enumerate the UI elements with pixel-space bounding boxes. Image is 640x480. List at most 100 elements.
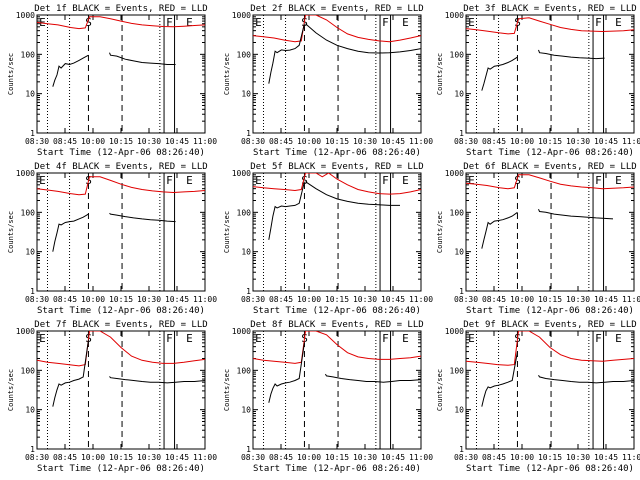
event-letter: E xyxy=(468,332,475,345)
x-axis-label: Start Time (12-Apr-06 08:26:40) xyxy=(253,306,421,316)
x-tick-label: 10:30 xyxy=(566,453,590,462)
events-series-line xyxy=(481,351,518,407)
events-series-line xyxy=(305,181,400,206)
x-tick-label: 10:45 xyxy=(594,453,618,462)
event-letter: E xyxy=(402,16,409,29)
y-axis-label: Counts/sec xyxy=(7,369,15,411)
y-tick-label: 100 xyxy=(450,50,465,59)
y-tick-label: 10 xyxy=(454,90,464,99)
y-tick-label: 1 xyxy=(246,287,251,296)
y-tick-label: 1 xyxy=(246,129,251,138)
plot-frame xyxy=(465,14,635,134)
event-letter: E xyxy=(468,174,475,187)
event-letter: S xyxy=(514,174,521,187)
y-tick-label: 1 xyxy=(30,445,35,454)
events-series-line xyxy=(52,339,89,407)
x-tick-label: 10:15 xyxy=(109,453,133,462)
lld-series-line xyxy=(37,331,205,367)
plot-frame xyxy=(465,330,635,450)
detector-panel: Det 6f BLACK = Events, RED = LLD 1 10 100 10… xyxy=(436,162,640,316)
x-axis-label: Start Time (12-Apr-06 08:26:40) xyxy=(253,148,421,158)
x-tick-label: 10:45 xyxy=(165,137,189,146)
x-axis-label: Start Time (12-Apr-06 08:26:40) xyxy=(37,148,205,158)
plot-title: Det 6f BLACK = Events, RED = LLD xyxy=(463,162,636,172)
x-tick-label: 08:45 xyxy=(482,453,506,462)
y-axis-label: Counts/sec xyxy=(436,211,444,253)
event-letter: F xyxy=(595,16,602,29)
events-series-line xyxy=(109,376,205,384)
x-tick-label: 10:45 xyxy=(381,453,405,462)
x-tick-label: 10:00 xyxy=(297,295,321,304)
events-series-line xyxy=(305,23,421,54)
events-series-line xyxy=(324,373,421,383)
x-tick-label: 10:30 xyxy=(137,295,161,304)
event-letter: E xyxy=(39,332,46,345)
event-letter: E xyxy=(186,16,193,29)
y-tick-label: 10 xyxy=(25,248,35,257)
x-tick-label: 10:15 xyxy=(325,137,349,146)
x-tick-label: 08:30 xyxy=(25,137,49,146)
event-letter: F xyxy=(595,174,602,187)
events-series-line xyxy=(109,212,176,223)
plot-title: Det 7f BLACK = Events, RED = LLD xyxy=(34,320,207,330)
y-tick-label: 100 xyxy=(21,366,36,375)
y-tick-label: 10 xyxy=(25,406,35,415)
y-tick-label: 1000 xyxy=(232,11,251,20)
y-tick-label: 100 xyxy=(21,208,36,217)
x-tick-label: 11:00 xyxy=(409,453,433,462)
x-tick-label: 10:15 xyxy=(109,137,133,146)
lld-series-line xyxy=(466,174,634,190)
y-tick-label: 1000 xyxy=(445,11,464,20)
y-tick-label: 10 xyxy=(241,248,251,257)
x-tick-label: 08:45 xyxy=(482,295,506,304)
x-tick-label: 10:45 xyxy=(165,453,189,462)
event-letter: E xyxy=(39,16,46,29)
event-letter: E xyxy=(402,174,409,187)
event-letter: F xyxy=(166,174,173,187)
x-tick-label: 10:30 xyxy=(353,453,377,462)
events-series-line xyxy=(481,211,518,249)
events-series-line xyxy=(52,213,89,252)
x-tick-label: 08:45 xyxy=(53,295,77,304)
x-tick-label: 10:00 xyxy=(510,295,534,304)
plot-title: Det 4f BLACK = Events, RED = LLD xyxy=(34,162,207,172)
x-tick-label: 08:30 xyxy=(454,295,478,304)
x-tick-label: 10:00 xyxy=(81,137,105,146)
plot-title: Det 9f BLACK = Events, RED = LLD xyxy=(463,320,636,330)
x-tick-label: 08:30 xyxy=(241,295,265,304)
x-tick-label: 10:15 xyxy=(325,453,349,462)
y-tick-label: 1000 xyxy=(16,11,35,20)
event-letter: S xyxy=(301,174,308,187)
event-letter: F xyxy=(166,332,173,345)
detector-panel: Det 1f BLACK = Events, RED = LLD 1 10 100 10… xyxy=(7,4,217,158)
detector-panel: Det 4f BLACK = Events, RED = LLD 1 10 100 10… xyxy=(7,162,217,316)
y-tick-label: 100 xyxy=(237,50,252,59)
y-tick-label: 10 xyxy=(25,90,35,99)
y-tick-label: 100 xyxy=(450,208,465,217)
x-tick-label: 10:15 xyxy=(109,295,133,304)
plot-title: Det 2f BLACK = Events, RED = LLD xyxy=(250,4,423,14)
y-axis-label: Counts/sec xyxy=(223,211,231,253)
y-tick-label: 1000 xyxy=(16,169,35,178)
event-letter: E xyxy=(39,174,46,187)
lld-series-line xyxy=(37,176,205,196)
x-tick-label: 11:00 xyxy=(193,453,217,462)
y-tick-label: 1 xyxy=(30,129,35,138)
x-tick-label: 11:00 xyxy=(409,295,433,304)
x-tick-label: 10:00 xyxy=(81,453,105,462)
plot-frame xyxy=(252,14,422,134)
y-tick-label: 10 xyxy=(241,406,251,415)
y-tick-label: 10 xyxy=(454,406,464,415)
x-tick-label: 10:30 xyxy=(353,295,377,304)
x-axis-label: Start Time (12-Apr-06 08:26:40) xyxy=(37,464,205,474)
x-tick-label: 10:30 xyxy=(137,453,161,462)
y-tick-label: 100 xyxy=(237,366,252,375)
x-axis-label: Start Time (12-Apr-06 08:26:40) xyxy=(466,464,634,474)
x-tick-label: 11:00 xyxy=(193,295,217,304)
event-letter: E xyxy=(402,332,409,345)
x-tick-label: 10:00 xyxy=(297,453,321,462)
x-tick-label: 11:00 xyxy=(622,295,640,304)
y-axis-label: Counts/sec xyxy=(7,211,15,253)
